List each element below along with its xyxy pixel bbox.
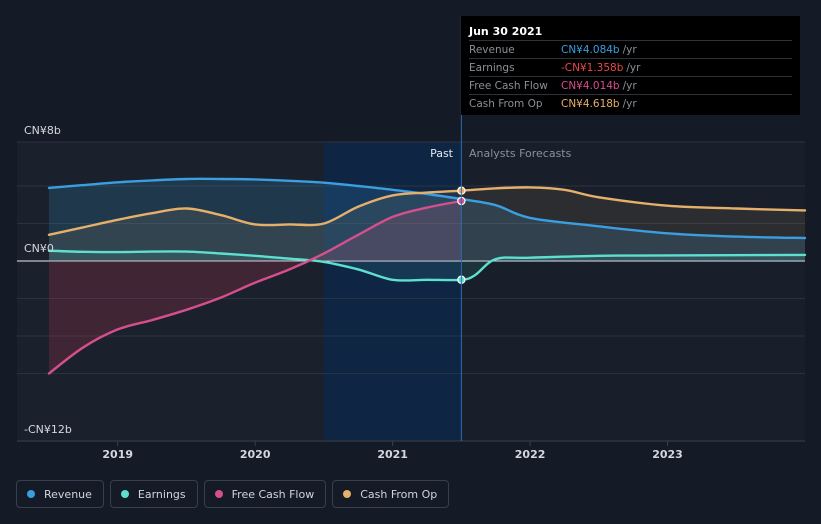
y-label-zero: CN¥0	[24, 242, 54, 255]
tooltip-label: Revenue	[469, 44, 515, 56]
tooltip-row-free-cash-flow: Free Cash Flow CN¥4.014b /yr	[469, 78, 792, 95]
free-cash-flow-line	[47, 199, 463, 375]
legend-item-earnings[interactable]: Earnings	[109, 480, 198, 508]
earnings-dot-icon	[120, 490, 129, 498]
earnings-area	[49, 250, 805, 281]
tooltip-date: Jun 30 2021	[469, 24, 792, 41]
tooltip-row-revenue: Revenue CN¥4.084b /yr	[469, 42, 792, 59]
x-tick-label: 2022	[515, 448, 546, 461]
tooltip-value: CN¥4.014b	[561, 80, 620, 92]
tooltip-unit: /yr	[622, 98, 637, 110]
tooltip-value: CN¥4.084b	[561, 44, 620, 56]
revenue-area	[49, 178, 805, 261]
past-label: Past	[430, 147, 454, 160]
legend-label: Cash From Op	[360, 487, 438, 501]
x-tick-label: 2020	[240, 448, 271, 461]
tooltip-row-earnings: Earnings -CN¥1.358b /yr	[469, 60, 792, 77]
x-tick-label: 2023	[652, 448, 683, 461]
y-label-bottom: -CN¥12b	[24, 423, 72, 436]
legend-item-revenue[interactable]: Revenue	[16, 480, 104, 508]
cash-from-op-area	[49, 187, 805, 261]
x-tick-label: 2019	[102, 448, 133, 461]
y-label-top: CN¥8b	[24, 124, 61, 137]
cash-from-op-dot-icon	[343, 490, 352, 498]
legend: Revenue Earnings Free Cash Flow Cash Fro…	[16, 480, 450, 508]
tooltip-row-cash-from-op: Cash From Op CN¥4.618b /yr	[469, 96, 792, 112]
tooltip-value: CN¥4.618b	[561, 98, 620, 110]
cash-from-op-line	[47, 186, 807, 236]
past-region	[17, 142, 324, 441]
revenue-dot-icon	[27, 490, 35, 498]
free-cash-flow-area	[49, 201, 462, 374]
x-tick-label: 2021	[377, 448, 408, 461]
tooltip-label: Free Cash Flow	[469, 80, 548, 92]
tooltip-label: Earnings	[469, 62, 515, 74]
legend-item-free-cash-flow[interactable]: Free Cash Flow	[203, 480, 327, 508]
legend-label: Free Cash Flow	[231, 487, 315, 501]
tooltip: Jun 30 2021 Revenue CN¥4.084b /yr Earnin…	[461, 16, 800, 115]
forecast-label: Analysts Forecasts	[469, 147, 572, 160]
legend-label: Revenue	[44, 487, 92, 501]
tooltip-label: Cash From Op	[469, 98, 543, 110]
tooltip-unit: /yr	[622, 80, 637, 92]
earnings-line	[47, 249, 807, 282]
legend-item-cash-from-op[interactable]: Cash From Op	[332, 480, 450, 508]
free-cash-flow-dot-icon	[214, 490, 223, 498]
tooltip-unit: /yr	[622, 44, 637, 56]
tooltip-value: -CN¥1.358b	[561, 62, 624, 74]
revenue-line	[47, 177, 807, 240]
legend-label: Earnings	[137, 487, 186, 501]
tooltip-unit: /yr	[626, 62, 641, 74]
